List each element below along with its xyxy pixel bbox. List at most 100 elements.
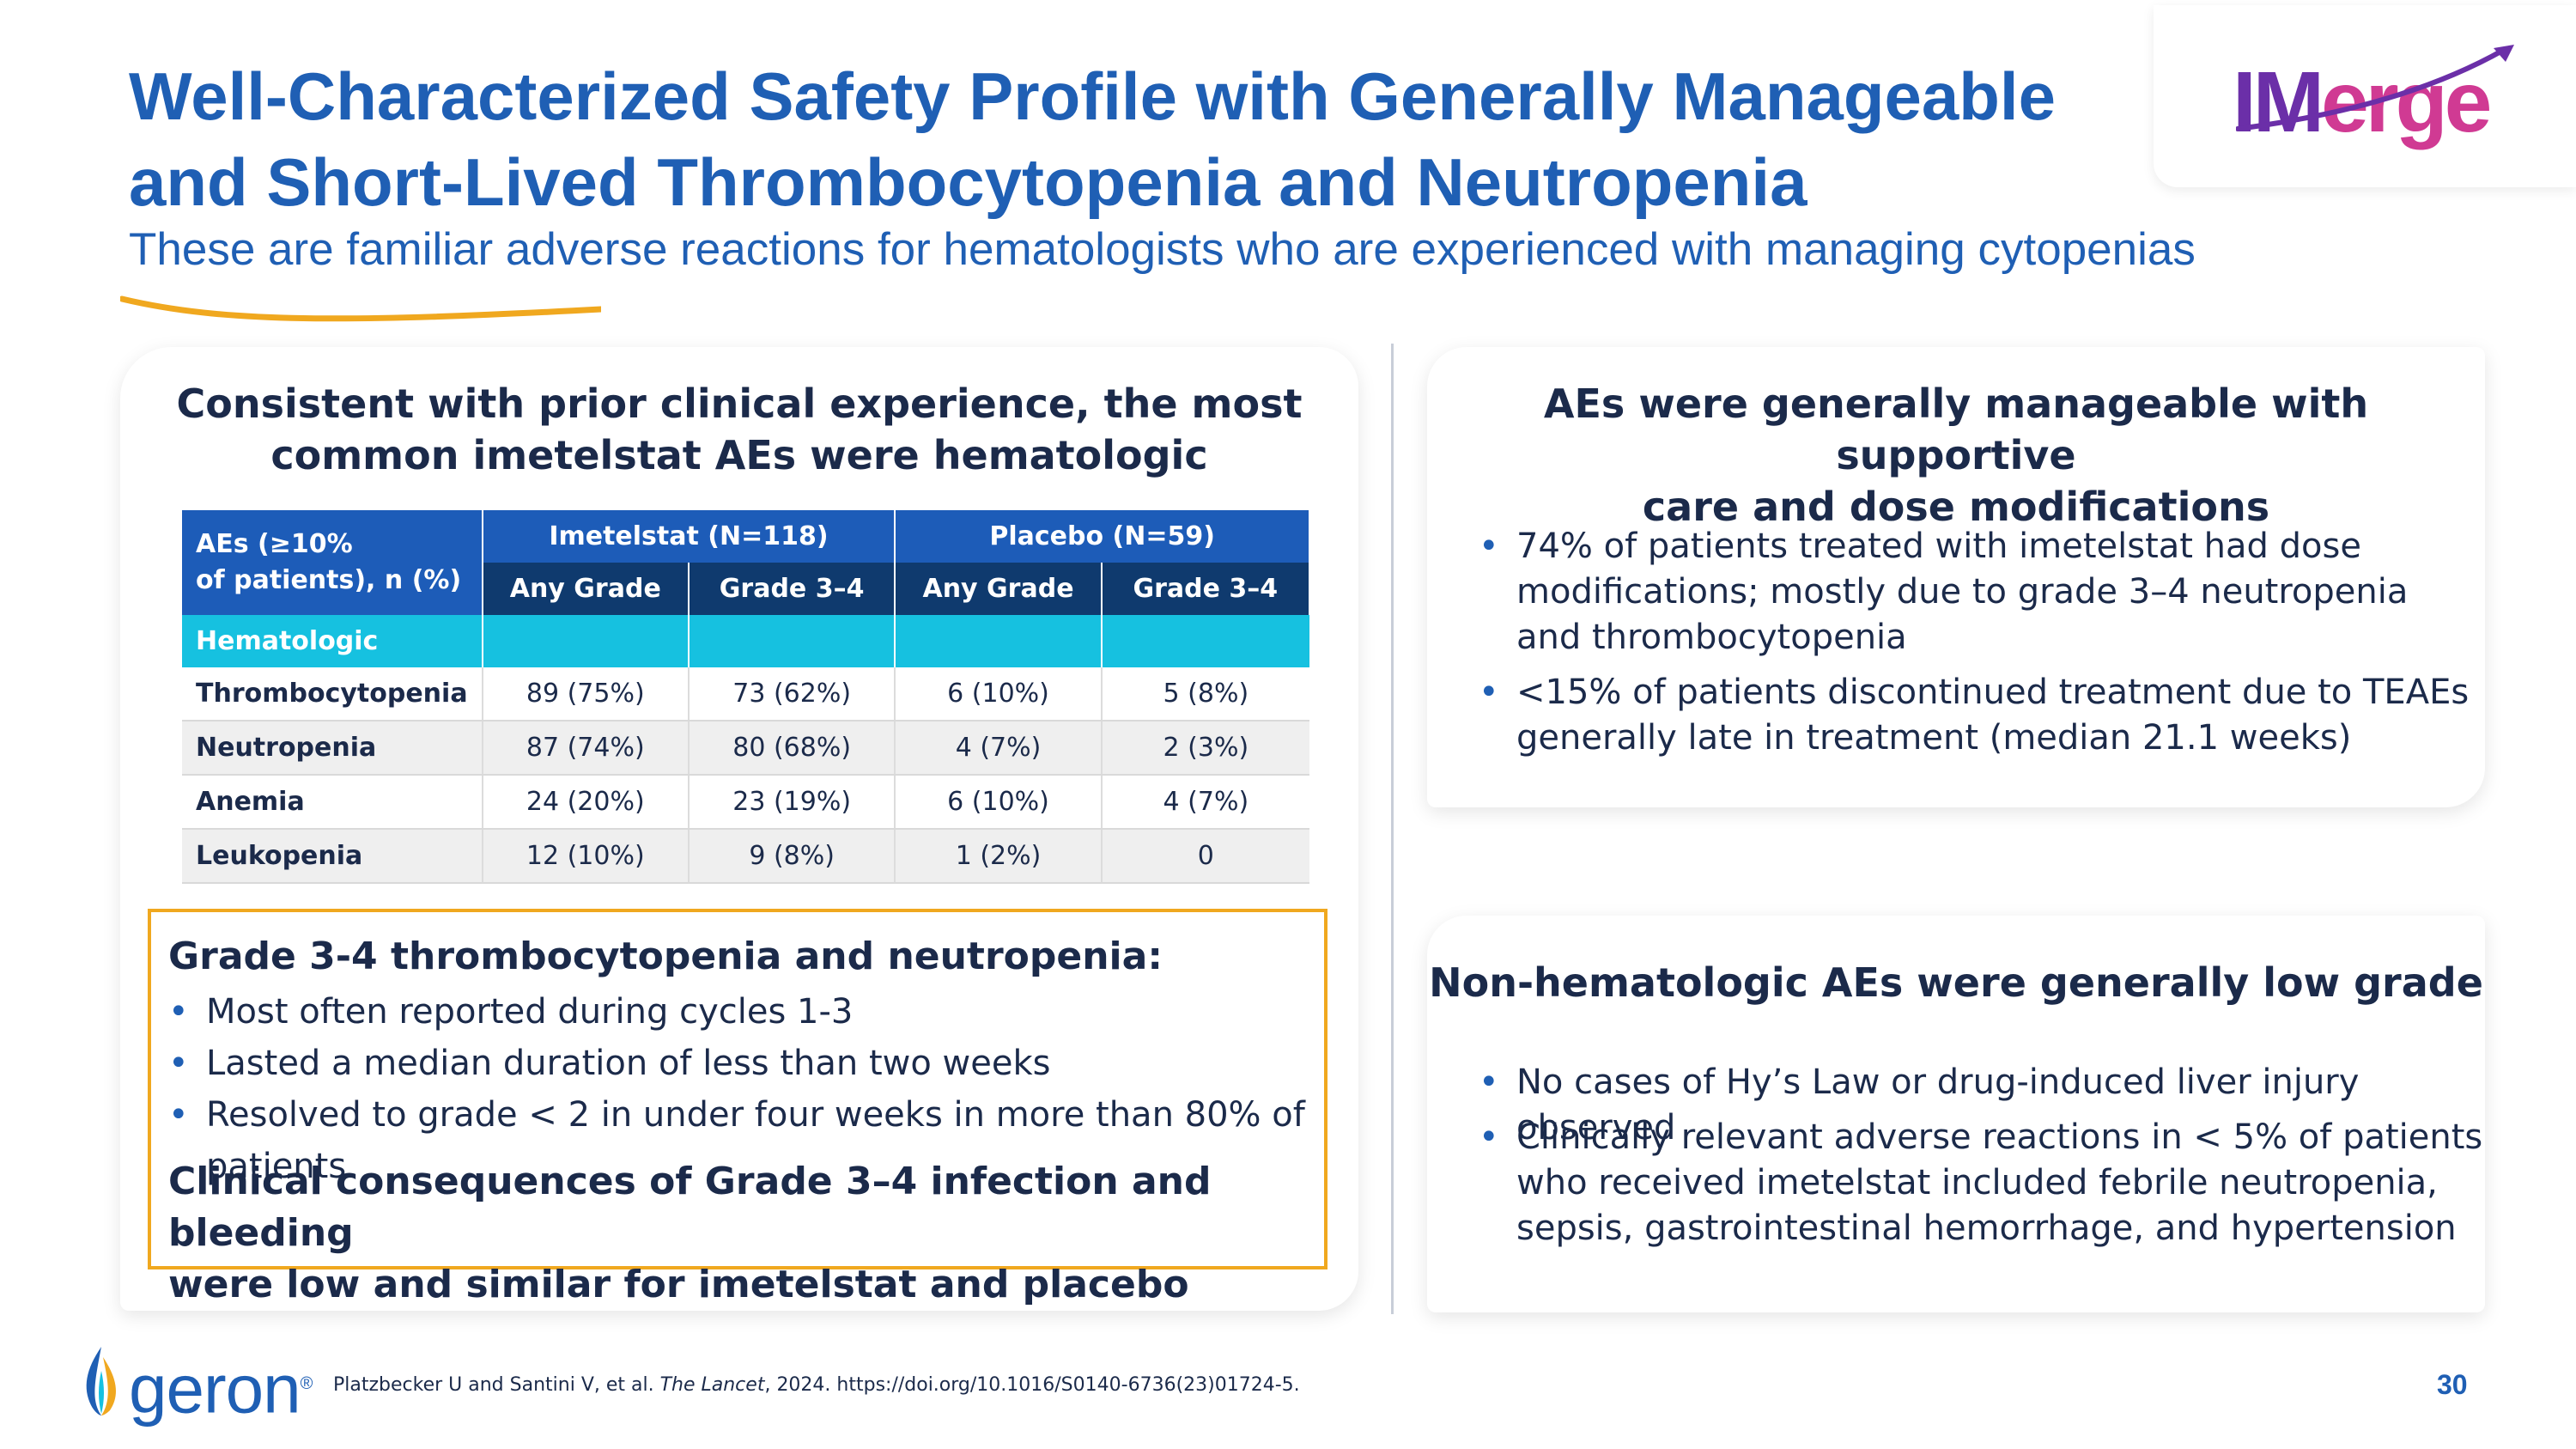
table-row: Anemia 24 (20%) 23 (19%) 6 (10%) 4 (7%) — [182, 775, 1309, 830]
table-cell: 5 (8%) — [1100, 667, 1309, 721]
section-cell — [482, 615, 690, 667]
bullet-line: sepsis, gastrointestinal hemorrhage, and… — [1516, 1209, 2457, 1248]
title-line-1: Well-Characterized Safety Profile with G… — [129, 58, 2056, 134]
right-bottom-bullet: • Clinically relevant adverse reactions … — [1479, 1115, 2504, 1251]
right-bottom-bullet: • No cases of Hy’s Law or drug-induced l… — [1479, 1060, 2504, 1151]
imerge-logo-card: IMerge — [2154, 5, 2576, 187]
bullet-dot-icon: • — [1479, 673, 1499, 712]
reference-citation: Platzbecker U and Santini V, et al. The … — [333, 1374, 1300, 1396]
callout-bullet: • Most often reported during cycles 1-3 — [168, 986, 1340, 1038]
table-cell: 89 (75%) — [481, 667, 689, 721]
logo-part-1: IM — [2233, 54, 2324, 150]
table-group-header-row: AEs (≥10% of patients), n (%) Imetelstat… — [182, 510, 1310, 615]
callout-bullet-text: Resolved to grade < 2 in under four week… — [206, 1095, 1305, 1186]
row-label: Neutropenia — [182, 721, 483, 776]
table-cell: 23 (19%) — [687, 775, 896, 830]
right-top-heading-line-1: AEs were generally manageable with suppo… — [1543, 381, 2369, 478]
sub-header: Grade 3–4 — [688, 563, 896, 615]
callout-bullet: • Resolved to grade < 2 in under four we… — [168, 1089, 1340, 1192]
bullet-line: who received imetelstat included febrile… — [1516, 1163, 2438, 1202]
grade-3-4-callout: Grade 3-4 thrombocytopenia and neutropen… — [148, 909, 1327, 1306]
reference-doi: , 2024. https://doi.org/10.1016/S0140-67… — [764, 1374, 1300, 1396]
trademark-mark: ® — [300, 1374, 313, 1393]
table-cell: 2 (3%) — [1100, 721, 1309, 776]
column-divider — [1391, 344, 1394, 1314]
geron-flame-icon — [86, 1347, 116, 1416]
right-top-heading-line-2: care and dose modifications — [1642, 484, 2270, 530]
callout-bullet: • Lasted a median duration of less than … — [168, 1038, 1340, 1089]
row-label: Leukopenia — [182, 829, 483, 884]
table-row: Thrombocytopenia 89 (75%) 73 (62%) 6 (10… — [182, 667, 1309, 721]
row-label: Anemia — [182, 775, 483, 830]
bullet-dot-icon: • — [1479, 1062, 1499, 1102]
geron-brand-text: geron — [129, 1350, 301, 1428]
table-cell: 6 (10%) — [894, 667, 1102, 721]
reference-authors: Platzbecker U and Santini V, et al. — [333, 1374, 660, 1396]
table-cell: 87 (74%) — [481, 721, 689, 776]
corner-line-2: of patients), n (%) — [196, 565, 462, 595]
left-heading-line-1: Consistent with prior clinical experienc… — [176, 381, 1303, 427]
table-sub-header-row: Any Grade Grade 3–4 Any Grade Grade 3–4 — [182, 563, 1311, 615]
section-row-hematologic: Hematologic — [182, 615, 1309, 667]
sub-header: Any Grade — [895, 563, 1103, 615]
page-title: Well-Characterized Safety Profile with G… — [129, 53, 2104, 225]
bullet-dot-icon: • — [168, 1044, 189, 1083]
page-subtitle: These are familiar adverse reactions for… — [129, 224, 2196, 275]
callout-bullet-text: Most often reported during cycles 1-3 — [206, 992, 854, 1032]
table-cell: 73 (62%) — [687, 667, 896, 721]
geron-wordmark: geron® — [129, 1345, 313, 1428]
section-cell — [1101, 615, 1309, 667]
section-cell — [688, 615, 896, 667]
bullet-line: modifications; mostly due to grade 3–4 n… — [1516, 572, 2409, 612]
row-label: Thrombocytopenia — [182, 667, 483, 721]
right-bottom-card — [1427, 916, 2485, 1312]
table-cell: 24 (20%) — [481, 775, 689, 830]
decorative-swoosh — [120, 295, 601, 322]
table-row: Leukopenia 12 (10%) 9 (8%) 1 (2%) 0 — [182, 829, 1309, 884]
ae-table: AEs (≥10% of patients), n (%) Imetelstat… — [182, 510, 1311, 884]
bullet-line: generally late in treatment (median 21.1… — [1516, 718, 2352, 758]
table-corner-header: AEs (≥10% of patients), n (%) — [182, 510, 483, 615]
left-heading-line-2: common imetelstat AEs were hematologic — [270, 432, 1208, 478]
table-cell: 9 (8%) — [687, 829, 896, 884]
bullet-dot-icon: • — [168, 1095, 189, 1135]
bullet-dot-icon: • — [168, 992, 189, 1032]
callout-heading: Grade 3-4 thrombocytopenia and neutropen… — [168, 935, 1163, 978]
imetelstat-group-header: Imetelstat (N=118) — [482, 510, 896, 563]
table-cell: 12 (10%) — [481, 829, 689, 884]
title-line-2: and Short-Lived Thrombocytopenia and Neu… — [129, 144, 1807, 220]
bullet-line: No cases of Hy’s Law or drug-induced liv… — [1516, 1062, 2360, 1148]
callout-bullet-text: Lasted a median duration of less than tw… — [206, 1044, 1051, 1083]
corner-line-1: AEs (≥10% — [196, 529, 353, 559]
page-number: 30 — [2437, 1369, 2468, 1400]
reference-journal: The Lancet — [659, 1374, 765, 1396]
conclusion-line-1: Clinical consequences of Grade 3–4 infec… — [168, 1160, 1212, 1255]
section-cell — [895, 615, 1103, 667]
bullet-dot-icon: • — [1479, 527, 1499, 566]
right-top-bullet: • 74% of patients treated with imetelsta… — [1479, 524, 2487, 661]
placebo-group-header: Placebo (N=59) — [895, 510, 1310, 563]
sub-header: Any Grade — [482, 563, 690, 615]
table-cell: 1 (2%) — [894, 829, 1102, 884]
callout-conclusion: Clinical consequences of Grade 3–4 infec… — [168, 1156, 1324, 1311]
table-cell: 4 (7%) — [1100, 775, 1309, 830]
logo-swoosh-icon — [2236, 45, 2514, 131]
table-cell: 6 (10%) — [894, 775, 1102, 830]
conclusion-line-2: were low and similar for imetelstat and … — [168, 1263, 1189, 1306]
table-row: Neutropenia 87 (74%) 80 (68%) 4 (7%) 2 (… — [182, 721, 1309, 776]
section-label: Hematologic — [182, 615, 483, 667]
left-card-heading: Consistent with prior clinical experienc… — [120, 378, 1358, 481]
table-cell: 4 (7%) — [894, 721, 1102, 776]
table-cell: 80 (68%) — [687, 721, 896, 776]
bullet-line: <15% of patients discontinued treatment … — [1516, 673, 2470, 712]
right-top-bullet: • <15% of patients discontinued treatmen… — [1479, 670, 2487, 761]
table-cell: 0 — [1100, 829, 1309, 884]
right-top-card — [1427, 347, 2485, 807]
sub-header: Grade 3–4 — [1101, 563, 1311, 615]
right-bottom-heading: Non-hematologic AEs were generally low g… — [1429, 959, 2483, 1006]
bullet-line: and thrombocytopenia — [1516, 618, 1907, 657]
bullet-dot-icon: • — [1479, 1117, 1499, 1157]
right-top-heading: AEs were generally manageable with suppo… — [1427, 378, 2485, 533]
bullet-line: 74% of patients treated with imetelstat … — [1516, 527, 2361, 566]
bullet-line: Clinically relevant adverse reactions in… — [1516, 1117, 2483, 1157]
